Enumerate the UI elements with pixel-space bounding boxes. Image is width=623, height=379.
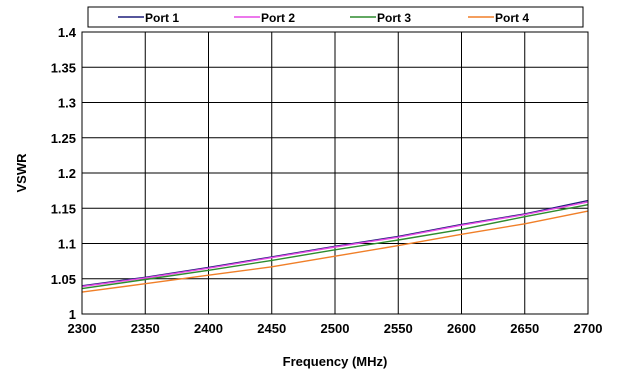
legend-box — [87, 6, 584, 28]
x-tick-label: 2400 — [194, 321, 223, 336]
y-tick-label: 1.25 — [51, 131, 76, 146]
series-line-port-2 — [81, 201, 589, 288]
legend-label-port-3: Port 3 — [377, 11, 411, 25]
y-axis-label: VSWR — [14, 153, 29, 193]
y-tick-label: 1.2 — [58, 166, 76, 181]
series-lines — [81, 199, 589, 293]
y-tick-labels: 1 1.05 1.1 1.15 1.2 1.25 1.3 1.35 1.4 — [51, 25, 77, 322]
x-tick-label: 2600 — [447, 321, 476, 336]
x-tick-label: 2350 — [131, 321, 160, 336]
y-tick-label: 1.15 — [51, 201, 76, 216]
x-tick-labels: 2300 2350 2400 2450 2500 2550 2600 2650 2700 — [68, 321, 603, 336]
x-tick-label: 2550 — [384, 321, 413, 336]
y-tick-label: 1.35 — [51, 60, 76, 75]
x-tick-label: 2500 — [321, 321, 350, 336]
series-line-port-3 — [81, 204, 589, 290]
x-tick-label: 2700 — [574, 321, 603, 336]
x-tick-label: 2450 — [257, 321, 286, 336]
legend: Port 1 Port 2 Port 3 Port 4 — [87, 6, 584, 28]
legend-label-port-2: Port 2 — [261, 11, 295, 25]
y-tick-label: 1.4 — [58, 25, 77, 40]
y-tick-label: 1.1 — [58, 237, 76, 252]
legend-items: Port 1 Port 2 Port 3 Port 4 — [118, 11, 529, 25]
x-tick-label: 2650 — [510, 321, 539, 336]
series-line-port-4 — [81, 210, 589, 293]
plot-frame — [81, 31, 589, 315]
legend-label-port-1: Port 1 — [145, 11, 179, 25]
y-tick-label: 1.05 — [51, 272, 76, 287]
x-tick-label: 2300 — [68, 321, 97, 336]
legend-label-port-4: Port 4 — [495, 11, 529, 25]
y-tick-label: 1 — [69, 307, 76, 322]
y-tick-label: 1.3 — [58, 96, 76, 111]
x-axis-label: Frequency (MHz) — [283, 354, 388, 369]
